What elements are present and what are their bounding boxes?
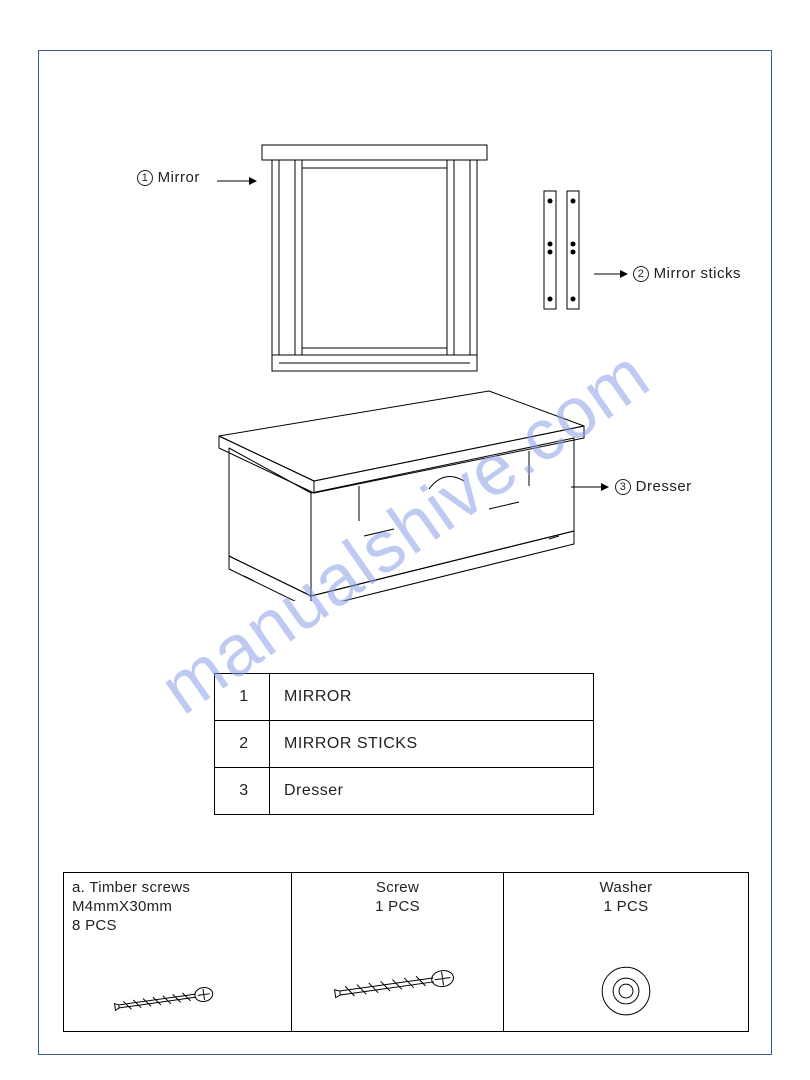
table-row: 2 MIRROR STICKS [215, 721, 594, 768]
hw-a-line2: M4mmX30mm [72, 898, 283, 915]
part-name: Dresser [270, 768, 594, 815]
callout-sticks-num: 2 [633, 266, 649, 282]
callout-mirror-text: Mirror [158, 169, 200, 186]
timber-screw-icon [64, 961, 291, 1031]
mirror-sticks-drawing [539, 189, 589, 314]
part-num: 1 [215, 674, 270, 721]
washer-icon [504, 961, 748, 1031]
hardware-timber-screws: a. Timber screws M4mmX30mm 8 PCS [64, 873, 292, 1031]
hw-c-line2: 1 PCS [512, 898, 740, 915]
page-frame: 1 Mirror 2 Mirror sticks 3 Dresser 1 [38, 50, 772, 1055]
callout-sticks: 2 Mirror sticks [633, 265, 741, 282]
callout-mirror: 1 Mirror [137, 169, 200, 186]
part-name: MIRROR STICKS [270, 721, 594, 768]
callout-dresser-arrow [571, 481, 609, 493]
assembly-diagram: 1 Mirror 2 Mirror sticks 3 Dresser [39, 51, 771, 671]
table-row: 3 Dresser [215, 768, 594, 815]
callout-dresser: 3 Dresser [615, 478, 692, 495]
callout-dresser-num: 3 [615, 479, 631, 495]
hw-a-line3: 8 PCS [72, 917, 283, 934]
part-name: MIRROR [270, 674, 594, 721]
hardware-table: a. Timber screws M4mmX30mm 8 PCS Screw 1… [63, 872, 749, 1032]
parts-table: 1 MIRROR 2 MIRROR STICKS 3 Dresser [214, 673, 594, 815]
mirror-drawing [257, 143, 497, 373]
callout-mirror-num: 1 [137, 170, 153, 186]
hw-c-line1: Washer [512, 879, 740, 896]
part-num: 3 [215, 768, 270, 815]
callout-dresser-text: Dresser [636, 478, 692, 495]
screw-icon [292, 961, 503, 1031]
callout-sticks-arrow [594, 268, 628, 280]
callout-mirror-arrow [217, 175, 257, 187]
hw-b-line2: 1 PCS [300, 898, 495, 915]
callout-sticks-text: Mirror sticks [654, 265, 741, 282]
table-row: 1 MIRROR [215, 674, 594, 721]
hw-b-line1: Screw [300, 879, 495, 896]
part-num: 2 [215, 721, 270, 768]
hardware-washer: Washer 1 PCS [504, 873, 748, 1031]
hardware-screw: Screw 1 PCS [292, 873, 504, 1031]
dresser-drawing [189, 381, 589, 601]
hw-a-line1: a. Timber screws [72, 879, 283, 896]
